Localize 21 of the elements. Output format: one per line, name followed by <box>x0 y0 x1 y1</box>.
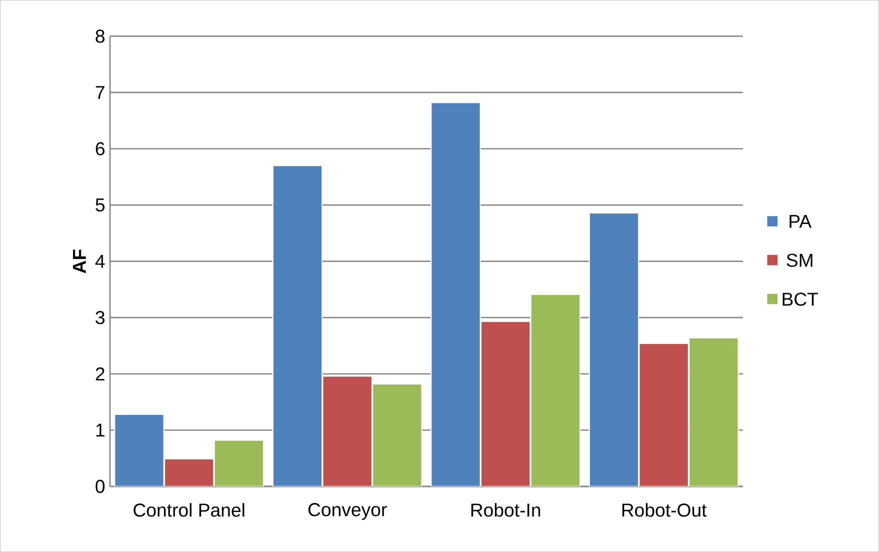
y-tick-label: 4 <box>95 254 105 268</box>
bar <box>322 376 372 486</box>
x-tick-label: Robot-Out <box>622 503 707 517</box>
legend-label: SM <box>786 254 812 267</box>
y-tick-label: 6 <box>96 142 104 156</box>
legend-label: BCT <box>782 292 818 306</box>
x-tick-label: Robot-In <box>471 503 540 517</box>
x-tick-label: Control Panel <box>134 503 244 517</box>
y-tick-label: 3 <box>96 310 104 324</box>
y-tick-label: 1 <box>96 424 104 436</box>
y-tick-label: 5 <box>96 198 105 212</box>
x-tick-label: Conveyor <box>308 502 387 520</box>
y-tick-label: 0 <box>96 480 105 493</box>
bar <box>638 342 689 486</box>
y-tick-label: 8 <box>96 30 104 43</box>
y-tick-label: 2 <box>96 367 104 380</box>
bar <box>480 320 531 486</box>
bar <box>164 458 214 486</box>
y-axis-title: AF <box>73 250 86 274</box>
legend-label: PA <box>790 214 812 228</box>
y-tick-label: 7 <box>96 86 104 99</box>
